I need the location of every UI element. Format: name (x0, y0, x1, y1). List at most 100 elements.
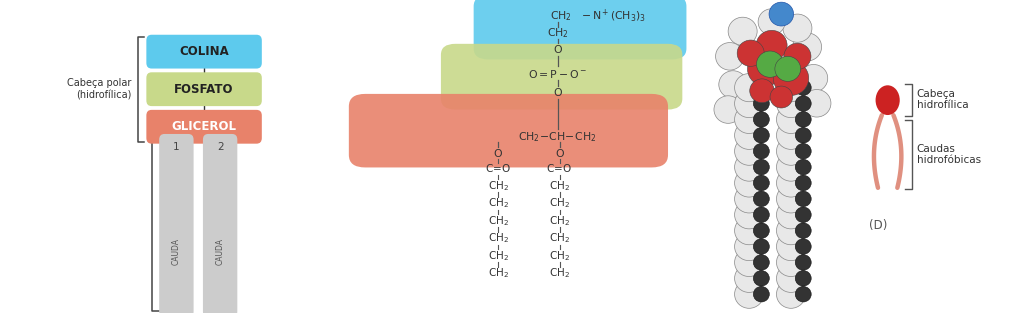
Circle shape (735, 169, 763, 197)
Circle shape (776, 264, 805, 292)
Text: $\rm O$: $\rm O$ (552, 86, 563, 98)
Circle shape (753, 128, 769, 143)
Circle shape (783, 14, 812, 42)
Text: $\rm CH_2$: $\rm CH_2$ (488, 197, 508, 210)
Circle shape (756, 51, 784, 77)
Circle shape (753, 207, 769, 223)
Text: $\rm CH_2$: $\rm CH_2$ (488, 214, 508, 228)
Text: COLINA: COLINA (179, 45, 229, 58)
FancyBboxPatch shape (441, 44, 682, 110)
Circle shape (753, 112, 769, 127)
FancyBboxPatch shape (349, 94, 668, 167)
Circle shape (770, 86, 793, 108)
Circle shape (776, 233, 805, 261)
Circle shape (735, 280, 763, 308)
Circle shape (735, 248, 763, 276)
Text: $\rm O$: $\rm O$ (554, 147, 565, 159)
FancyBboxPatch shape (146, 72, 262, 106)
FancyBboxPatch shape (160, 134, 193, 313)
Text: FOSFATO: FOSFATO (174, 83, 234, 96)
Circle shape (748, 52, 783, 86)
Circle shape (735, 201, 763, 229)
FancyBboxPatch shape (146, 35, 262, 69)
Circle shape (795, 223, 811, 239)
Ellipse shape (876, 85, 900, 115)
Circle shape (735, 137, 763, 165)
Circle shape (735, 233, 763, 261)
Text: Cabeça
hidrofílica: Cabeça hidrofílica (917, 89, 969, 110)
FancyBboxPatch shape (474, 0, 686, 59)
Circle shape (728, 17, 757, 45)
Circle shape (753, 175, 769, 191)
Text: $\rm CH_2$: $\rm CH_2$ (550, 9, 572, 23)
Text: $\rm CH_2$: $\rm CH_2$ (549, 249, 570, 263)
Circle shape (795, 143, 811, 159)
Circle shape (753, 159, 769, 175)
Circle shape (769, 2, 794, 26)
Circle shape (799, 64, 828, 92)
Circle shape (795, 286, 811, 302)
Text: $\rm O = P - O^-$: $\rm O = P - O^-$ (528, 68, 587, 80)
Text: GLICEROL: GLICEROL (172, 120, 236, 133)
Circle shape (795, 128, 811, 143)
Circle shape (774, 56, 801, 81)
Circle shape (776, 105, 805, 134)
Circle shape (738, 40, 764, 66)
Circle shape (795, 255, 811, 270)
Circle shape (795, 96, 811, 111)
Circle shape (803, 90, 831, 117)
Text: CAUDA: CAUDA (172, 238, 181, 265)
Text: $\rm CH_2$: $\rm CH_2$ (488, 232, 508, 245)
Text: (D): (D) (869, 219, 887, 232)
Circle shape (776, 74, 805, 102)
Text: $\rm CH_2$: $\rm CH_2$ (549, 214, 570, 228)
Text: $\rm CH_2$: $\rm CH_2$ (549, 197, 570, 210)
Text: 2: 2 (217, 142, 223, 152)
Circle shape (795, 191, 811, 207)
Circle shape (735, 121, 763, 149)
Text: $\rm C\!=\!O$: $\rm C\!=\!O$ (485, 162, 512, 174)
Circle shape (776, 137, 805, 165)
Circle shape (753, 255, 769, 270)
Circle shape (795, 207, 811, 223)
Text: $\rm CH_2 \!-\! CH \!-\! CH_2$: $\rm CH_2 \!-\! CH \!-\! CH_2$ (519, 130, 596, 144)
Circle shape (735, 153, 763, 181)
Text: $\rm CH_2$: $\rm CH_2$ (488, 179, 508, 193)
Circle shape (793, 33, 821, 61)
Text: $\rm CH_2$: $\rm CH_2$ (549, 267, 570, 280)
Circle shape (735, 264, 763, 292)
Circle shape (756, 30, 787, 60)
Circle shape (753, 239, 769, 254)
Text: $\rm C\!=\!O$: $\rm C\!=\!O$ (546, 162, 573, 174)
Circle shape (776, 248, 805, 276)
Circle shape (795, 80, 811, 95)
Circle shape (735, 185, 763, 213)
Circle shape (753, 143, 769, 159)
Circle shape (753, 270, 769, 286)
Circle shape (750, 79, 774, 103)
Text: $\rm O$: $\rm O$ (552, 44, 563, 55)
Circle shape (758, 9, 786, 35)
Circle shape (776, 280, 805, 308)
Text: $\rm -N^+(CH_3)_3$: $\rm -N^+(CH_3)_3$ (572, 7, 646, 24)
Circle shape (735, 217, 763, 245)
Text: Caudas
hidrofóbicas: Caudas hidrofóbicas (917, 144, 981, 166)
Text: $\rm CH_2$: $\rm CH_2$ (549, 179, 570, 193)
Circle shape (776, 153, 805, 181)
Circle shape (776, 169, 805, 197)
Circle shape (735, 74, 763, 102)
Circle shape (776, 201, 805, 229)
Circle shape (795, 112, 811, 127)
Circle shape (795, 239, 811, 254)
Text: 1: 1 (173, 142, 180, 152)
Circle shape (795, 270, 811, 286)
Circle shape (753, 223, 769, 239)
Circle shape (714, 96, 743, 123)
FancyBboxPatch shape (146, 110, 262, 144)
Text: $\rm CH_2$: $\rm CH_2$ (488, 249, 508, 263)
Text: $\rm CH_2$: $\rm CH_2$ (546, 26, 569, 40)
Circle shape (715, 43, 744, 70)
Circle shape (776, 90, 805, 118)
Circle shape (776, 185, 805, 213)
Circle shape (795, 159, 811, 175)
